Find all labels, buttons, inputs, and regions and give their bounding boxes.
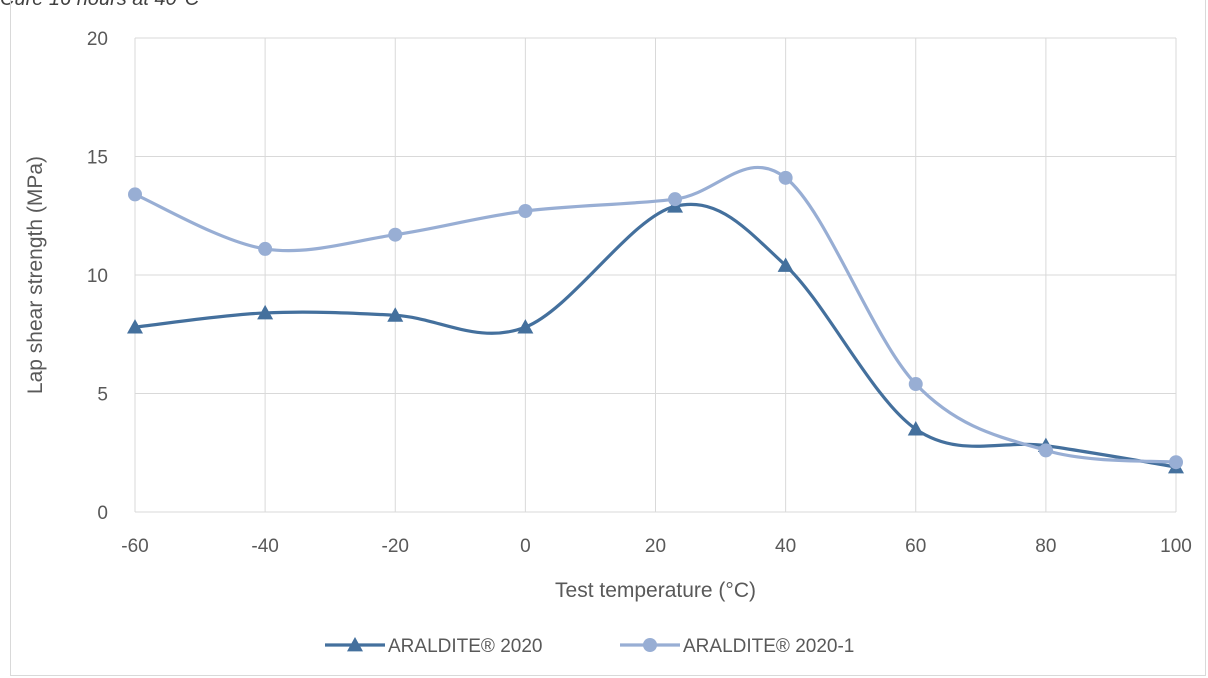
y-tick-label: 5 (97, 385, 108, 406)
data-point (777, 257, 794, 272)
chart-title-cropped: Cure 16 hours at 40°C (0, 0, 199, 11)
x-tick-label: 0 (520, 536, 531, 557)
data-point (127, 319, 143, 334)
legend-label: ARALDITE® 2020-1 (683, 636, 854, 657)
x-tick-label: 100 (1160, 536, 1192, 557)
data-point (128, 187, 142, 202)
data-point (907, 421, 924, 436)
x-tick-label: 60 (905, 536, 926, 557)
data-point (908, 377, 923, 392)
data-point (387, 307, 404, 322)
legend-marker (643, 638, 657, 652)
data-point (388, 227, 403, 242)
legend-marker (347, 637, 363, 652)
x-tick-label: 20 (645, 536, 666, 557)
y-tick-labels: 0 5 10 15 20 (87, 29, 108, 524)
grid-lines (134, 37, 1177, 513)
legend: ARALDITE® 2020 ARALDITE® 2020-1 (325, 636, 854, 657)
series-line (134, 165, 1177, 464)
x-tick-label: -60 (121, 536, 148, 557)
x-tick-label: -40 (251, 536, 278, 557)
x-tick-label: -20 (382, 536, 409, 557)
series-group (127, 165, 1184, 474)
data-point (517, 319, 534, 334)
x-tick-labels: -60 -40 -20 0 20 40 60 80 100 (121, 536, 1192, 557)
legend-label: ARALDITE® 2020 (388, 636, 542, 657)
x-axis-title: Test temperature (°C) (555, 579, 756, 602)
y-tick-label: 10 (87, 266, 108, 287)
x-tick-label: 80 (1035, 536, 1056, 557)
legend-item-2: ARALDITE® 2020-1 (620, 636, 854, 657)
y-tick-label: 0 (97, 503, 108, 524)
data-point (1169, 455, 1183, 470)
data-point (1038, 443, 1053, 458)
y-axis-title: Lap shear strength (MPa) (24, 156, 47, 394)
y-tick-label: 20 (87, 29, 108, 50)
series-2 (128, 165, 1183, 470)
x-tick-label: 40 (775, 536, 796, 557)
chart-frame (10, 0, 1206, 676)
y-tick-label: 15 (87, 148, 108, 169)
data-point (258, 241, 273, 256)
data-point (778, 170, 793, 185)
data-point (518, 204, 533, 219)
legend-item-1: ARALDITE® 2020 (325, 636, 542, 657)
data-point (668, 192, 683, 207)
data-point (257, 304, 274, 320)
